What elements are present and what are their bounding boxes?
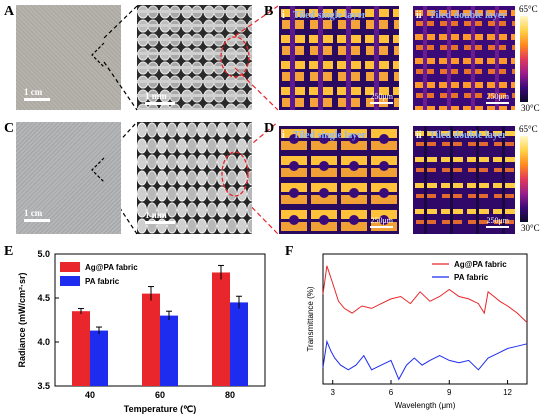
panel-label-b: B bbox=[264, 4, 274, 19]
series-line bbox=[322, 339, 528, 381]
scale-bar-photo-c: 1 cm bbox=[24, 208, 50, 222]
scale-label: 250μm bbox=[486, 92, 509, 101]
subpanel-title: Tiled double layer bbox=[429, 10, 507, 21]
x-axis-label: Wavelength (μm) bbox=[395, 401, 456, 410]
scale-bar: 250μm bbox=[486, 216, 509, 228]
scale-label: 1 cm bbox=[24, 208, 43, 218]
y-tick-label: 5.0 bbox=[37, 249, 50, 259]
colorbar-min-label: 30°C bbox=[521, 223, 540, 233]
subpanel-title: Tiled single layer bbox=[293, 10, 367, 21]
legend-label: PA fabric bbox=[85, 277, 120, 286]
subpanel-number: i bbox=[282, 10, 285, 21]
subpanel-title: Tiled single layer bbox=[293, 130, 367, 141]
scale-label: 250μm bbox=[370, 92, 393, 101]
y-tick-label: 4.5 bbox=[37, 293, 50, 303]
panel-label-d: D bbox=[264, 121, 275, 136]
plot-frame bbox=[322, 253, 528, 385]
legend-swatch bbox=[60, 262, 80, 272]
y-axis-label: Radiance (mW/cm²·sr) bbox=[17, 272, 27, 367]
bar bbox=[160, 315, 178, 386]
scale-bar-sem-c: 1 mm bbox=[145, 210, 175, 224]
scale-bar: 250μm bbox=[370, 216, 393, 228]
x-tick-label: 9 bbox=[447, 388, 452, 397]
legend-label: Ag@PA fabric bbox=[85, 263, 138, 272]
scale-label: 1 mm bbox=[145, 210, 167, 220]
colorbar-max-label: 65°C bbox=[519, 4, 538, 14]
y-axis-label: Transmittance (%) bbox=[306, 286, 315, 351]
scale-bar-sem-a: 1 mm bbox=[145, 91, 175, 105]
zoom-marker bbox=[91, 42, 105, 68]
y-tick-label: 3.5 bbox=[37, 381, 50, 391]
x-tick-label: 6 bbox=[389, 388, 394, 397]
thermal-image-d-single: i Tiled single layer 250μm bbox=[279, 126, 399, 234]
fabric-photo-c: 1 cm bbox=[16, 122, 121, 234]
sem-image-a: 1 mm bbox=[137, 5, 252, 110]
fabric-photo-a: 1 cm bbox=[16, 5, 121, 110]
scale-label: 250μm bbox=[486, 216, 509, 225]
panel-label-e: E bbox=[4, 244, 14, 259]
scale-bar-photo-a: 1 cm bbox=[24, 87, 50, 101]
x-tick-label: 60 bbox=[155, 390, 165, 400]
subpanel-title: Tiled double layer bbox=[429, 130, 507, 141]
transmittance-line-chart: 3 6 9 12 Ag@PA fabric PA fabric Wavelength (μm… bbox=[306, 253, 528, 410]
colorbar-max-label: 65°C bbox=[519, 124, 538, 134]
bar bbox=[72, 311, 90, 386]
legend-label: PA fabric bbox=[454, 273, 489, 282]
subpanel-number: i bbox=[282, 130, 285, 141]
highlight-ellipse bbox=[221, 151, 249, 197]
sem-image-c: 1 mm bbox=[137, 122, 252, 234]
panel-label-a: A bbox=[4, 4, 15, 19]
colorbar-d bbox=[520, 136, 528, 222]
y-tick-label: 4.0 bbox=[37, 337, 50, 347]
series-line bbox=[322, 265, 528, 323]
scale-bar: 250μm bbox=[486, 92, 509, 104]
scale-bar: 250μm bbox=[370, 92, 393, 104]
panel-label-c: C bbox=[4, 121, 15, 136]
legend-swatch bbox=[60, 276, 80, 286]
thermal-image-b-double: ii Tiled double layer 250μm bbox=[413, 6, 515, 110]
zoom-marker bbox=[91, 157, 105, 183]
scale-label: 250μm bbox=[370, 216, 393, 225]
x-tick-label: 40 bbox=[85, 390, 95, 400]
thermal-image-d-double: ii Tiled double layer 250μm bbox=[413, 126, 515, 234]
colorbar-min-label: 30°C bbox=[521, 103, 540, 113]
x-tick-label: 12 bbox=[503, 388, 512, 397]
bar bbox=[212, 272, 230, 386]
thermal-image-b-single: i Tiled single layer 250μm bbox=[279, 6, 399, 110]
x-axis-label: Temperature (℃) bbox=[124, 404, 196, 414]
x-tick-label: 80 bbox=[225, 390, 235, 400]
scale-label: 1 cm bbox=[24, 87, 43, 97]
subpanel-number: ii bbox=[416, 10, 422, 21]
radiance-bar-chart: 3.5 4.0 4.5 5.0 40 60 80 Ag@PA fabric PA fabric T… bbox=[17, 249, 266, 414]
scale-label: 1 mm bbox=[145, 91, 167, 101]
legend-label: Ag@PA fabric bbox=[454, 260, 507, 269]
bar bbox=[142, 293, 160, 386]
bar bbox=[90, 330, 108, 386]
colorbar-b bbox=[520, 16, 528, 102]
x-tick-label: 3 bbox=[330, 388, 335, 397]
subpanel-number: ii bbox=[416, 130, 422, 141]
panel-label-f: F bbox=[285, 244, 294, 259]
bar bbox=[230, 302, 248, 386]
highlight-ellipse bbox=[220, 36, 250, 78]
